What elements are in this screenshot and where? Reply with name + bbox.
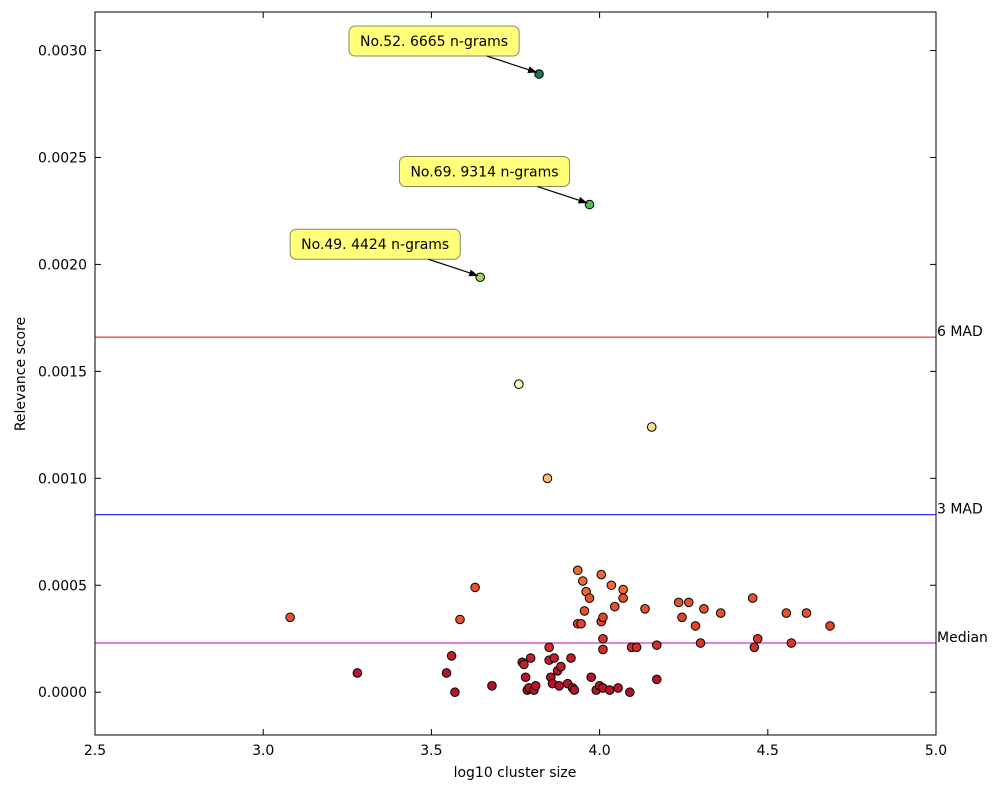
reference-line-label: Median (937, 630, 988, 646)
scatter-point (475, 272, 485, 283)
scatter-point (584, 199, 595, 210)
annotation-box (398, 156, 571, 188)
reference-line-label: 3 MAD (937, 502, 983, 518)
scatter-point (651, 640, 662, 650)
scatter-point (673, 597, 684, 608)
scatter-point (450, 687, 460, 698)
annotation-callout: No.52. 6665 n-grams (348, 25, 538, 74)
scatter-point (618, 584, 628, 595)
y-tick-label: 0.0015 (38, 364, 87, 380)
scatter-point (613, 683, 623, 693)
scatter-point (752, 633, 763, 644)
annotation-label: No.49. 4424 n-grams (301, 237, 449, 253)
x-tick-label: 3.0 (252, 743, 274, 759)
scatter-point (579, 606, 590, 616)
scatter-point (520, 672, 531, 683)
scatter-point (530, 681, 541, 691)
plot-background (95, 12, 936, 735)
x-tick-label: 3.5 (420, 743, 442, 759)
annotation-box (289, 228, 461, 260)
scatter-point (801, 608, 812, 618)
y-tick-label: 0.0010 (38, 471, 87, 487)
scatter-point (781, 608, 792, 618)
scatter-point (352, 668, 363, 678)
annotation-arrowhead (577, 196, 588, 204)
annotation-callout: No.49. 4424 n-grams (289, 228, 479, 277)
scatter-point (549, 653, 559, 663)
scatter-point (598, 644, 608, 655)
scatter-point (749, 642, 760, 653)
scatter-point (576, 618, 586, 629)
y-tick-label: 0.0020 (38, 257, 87, 273)
scatter-point (604, 685, 615, 695)
x-tick-label: 4.5 (757, 743, 779, 759)
scatter-point (690, 621, 701, 631)
y-tick-label: 0.0025 (38, 150, 87, 166)
scatter-point (542, 473, 553, 484)
scatter-point (609, 601, 620, 612)
scatter-point (631, 642, 642, 653)
scatter-point (695, 638, 706, 648)
scatter-point (683, 597, 694, 608)
annotation-arrowhead (527, 66, 538, 74)
scatter-point (519, 659, 529, 670)
scatter-point (651, 674, 662, 685)
scatter-point (446, 651, 457, 661)
scatter-point (747, 593, 758, 603)
annotation-label: No.69. 9314 n-grams (410, 165, 558, 181)
scatter-point (566, 653, 576, 663)
y-tick-label: 0.0000 (38, 685, 87, 701)
scatter-point (584, 593, 595, 603)
plot-frame (94, 11, 937, 736)
scatter-point (596, 569, 607, 580)
y-axis-ticks: 0.0000 0.0005 0.0010 0.0015 0.0020 0.0025 0.00… (38, 44, 936, 701)
x-tick-label: 4.0 (588, 743, 610, 759)
scatter-point (646, 422, 657, 432)
scatter-point (525, 653, 536, 663)
annotations: No.52. 6665 n-grams No.69. 9314 n-grams No… (289, 25, 588, 277)
scatter-point (606, 580, 617, 591)
scatter-point (625, 687, 635, 698)
scatter-point (786, 638, 797, 648)
scatter-point (825, 621, 835, 631)
scatter-point (577, 576, 588, 586)
scatter-point (285, 612, 295, 623)
scatter-point (556, 661, 566, 672)
annotation-label: No.52. 6665 n-grams (360, 34, 508, 50)
scatter-point (514, 379, 524, 389)
x-tick-label: 2.5 (84, 743, 106, 759)
scatter-point (586, 672, 596, 683)
scatter-point (544, 642, 554, 653)
scatter-point (699, 603, 709, 614)
scatter-point (598, 633, 608, 644)
x-tick-label: 5.0 (925, 743, 947, 759)
scatter-point (441, 668, 452, 678)
annotation-box (348, 25, 520, 57)
annotation-callout: No.69. 9314 n-grams (398, 156, 588, 204)
scatter-point (455, 614, 465, 625)
scatter-point (554, 681, 565, 691)
scatter-point (572, 565, 583, 576)
x-axis-title: log10 cluster size (454, 765, 577, 781)
scatter-point (487, 681, 497, 691)
scatter-point (677, 612, 687, 623)
x-axis-ticks: 2.5 3.0 3.5 4.0 4.5 5.0 (84, 12, 947, 759)
scatter-point (640, 603, 650, 614)
reference-line-label: 6 MAD (937, 324, 983, 340)
y-axis-title: Relevance score (13, 317, 29, 431)
annotation-arrowhead (468, 269, 479, 277)
scatter-point (598, 612, 608, 623)
y-tick-label: 0.0005 (38, 578, 87, 594)
scatter-point (569, 685, 580, 695)
data-points (285, 69, 835, 698)
scatter-point (470, 582, 480, 593)
scatter-point (534, 69, 544, 79)
y-tick-label: 0.0030 (38, 44, 87, 60)
scatter-point (715, 608, 726, 618)
scatter-point (618, 593, 628, 603)
